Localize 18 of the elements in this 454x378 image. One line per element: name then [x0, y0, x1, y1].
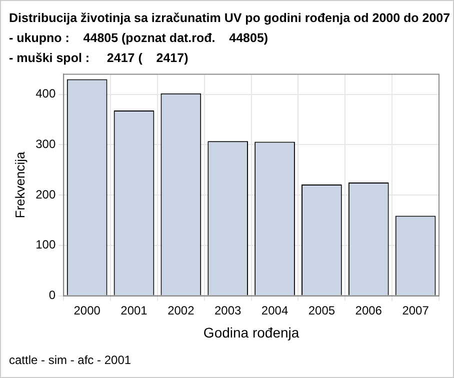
- x-tick-label: 2006: [355, 303, 382, 318]
- x-axis-title: Godina rođenja: [203, 324, 300, 340]
- y-tick-label: 100: [36, 238, 56, 252]
- x-tick-label: 2002: [168, 303, 195, 318]
- x-tick-label: 2005: [308, 303, 336, 318]
- chart-title: Distribucija životinja sa izračunatim UV po godini rođenja od 2000 do 2007: [9, 10, 452, 27]
- y-tick-label: 400: [36, 86, 56, 101]
- chart-subtitle: - ukupno : 44805 (poznat dat.rođ. 44805) - muški spol : 2417 ( 2417): [9, 30, 270, 67]
- x-tick-label: 2003: [214, 303, 242, 318]
- text: cattle - sim - afc - 2001: [9, 353, 132, 367]
- y-tick-label: 300: [36, 137, 56, 152]
- y-tick-label: 0: [48, 288, 56, 302]
- x-tick-label: 2004: [261, 303, 288, 318]
- x-tick-label: 2000: [74, 303, 101, 318]
- x-tick-label: 2001: [120, 303, 148, 318]
- x-tick-label: 2007: [402, 303, 430, 318]
- y-tick-label: 200: [36, 187, 56, 202]
- y-axis-title: Frekvencija: [12, 151, 28, 218]
